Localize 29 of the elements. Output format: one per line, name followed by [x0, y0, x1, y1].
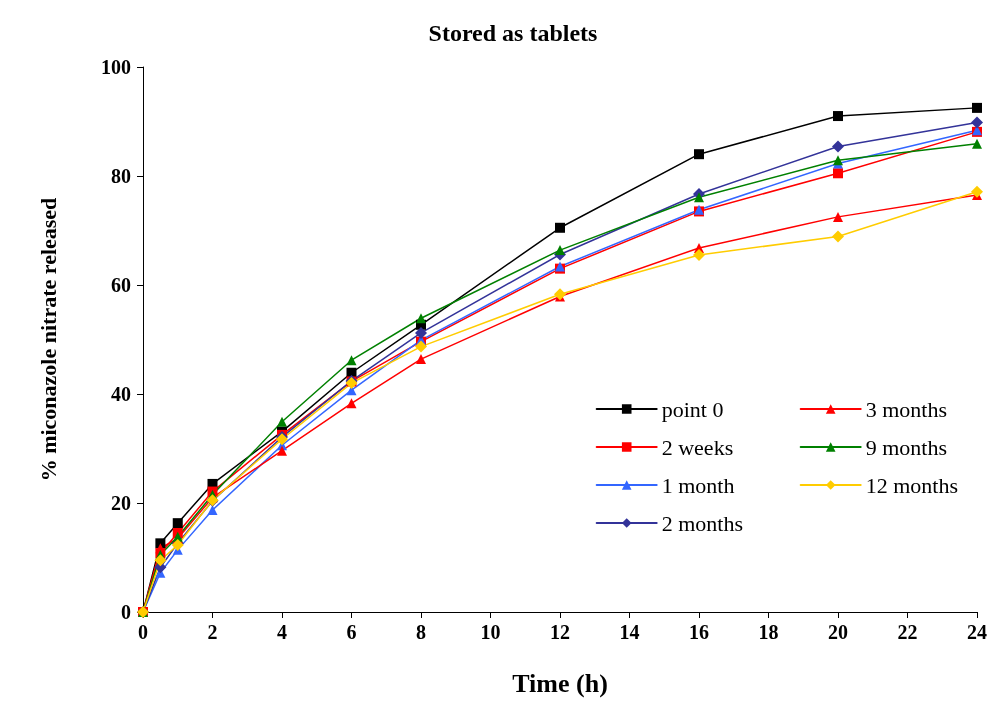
legend-label: 2 weeks: [661, 434, 734, 460]
x-tick-label: 2: [207, 621, 218, 643]
x-tick-label: 16: [689, 621, 709, 643]
y-tick-label: 20: [111, 492, 131, 514]
x-tick-label: 4: [277, 621, 287, 643]
legend-label: 2 months: [661, 510, 744, 536]
x-tick-label: 24: [967, 621, 987, 643]
legend-label: 3 months: [865, 396, 948, 422]
legend-label: 12 months: [865, 472, 959, 498]
x-tick-label: 0: [138, 621, 148, 643]
y-tick-label: 100: [101, 56, 131, 78]
x-tick-label: 8: [416, 621, 426, 643]
y-tick-label: 60: [111, 274, 131, 296]
legend-label: 1 month: [661, 472, 735, 498]
x-tick-label: 10: [480, 621, 501, 643]
legend-label: 9 months: [865, 434, 948, 460]
x-tick-label: 20: [828, 621, 848, 643]
legend-label: point 0: [661, 396, 724, 422]
x-tick-label: 6: [346, 621, 357, 643]
y-axis-title: % miconazole nitrate released: [35, 197, 61, 482]
x-tick-label: 14: [619, 621, 640, 643]
y-tick-label: 0: [121, 601, 131, 623]
x-tick-label: 18: [758, 621, 779, 643]
x-tick-label: 22: [897, 621, 918, 643]
chart-title: Stored as tablets: [428, 20, 598, 46]
x-axis-title: Time (h): [512, 668, 608, 698]
y-tick-label: 40: [111, 383, 131, 405]
x-tick-label: 12: [550, 621, 570, 643]
y-tick-label: 80: [111, 165, 131, 187]
